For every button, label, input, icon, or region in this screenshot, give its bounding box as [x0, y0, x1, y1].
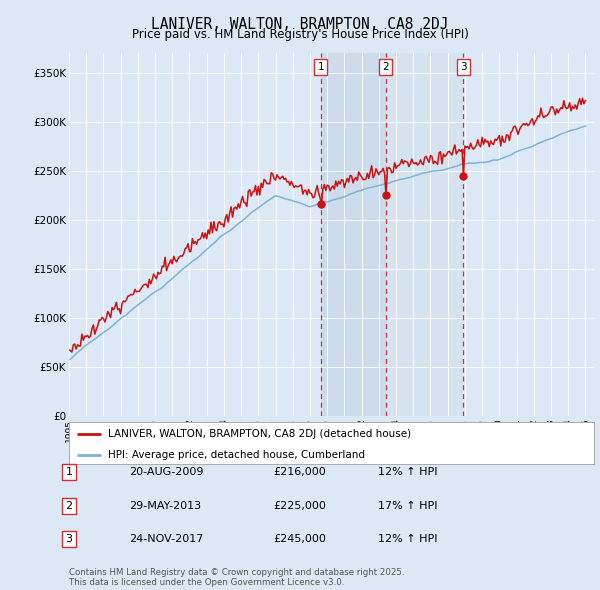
Text: 17% ↑ HPI: 17% ↑ HPI — [378, 501, 437, 510]
Text: HPI: Average price, detached house, Cumberland: HPI: Average price, detached house, Cumb… — [109, 450, 365, 460]
Text: Contains HM Land Registry data © Crown copyright and database right 2025.
This d: Contains HM Land Registry data © Crown c… — [69, 568, 404, 587]
Text: £245,000: £245,000 — [273, 535, 326, 544]
Text: £216,000: £216,000 — [273, 467, 326, 477]
Text: LANIVER, WALTON, BRAMPTON, CA8 2DJ: LANIVER, WALTON, BRAMPTON, CA8 2DJ — [151, 17, 449, 31]
Text: 1: 1 — [317, 62, 324, 72]
Text: 1: 1 — [65, 467, 73, 477]
Text: 20-AUG-2009: 20-AUG-2009 — [129, 467, 203, 477]
Text: £225,000: £225,000 — [273, 501, 326, 510]
Text: 29-MAY-2013: 29-MAY-2013 — [129, 501, 201, 510]
Text: 3: 3 — [460, 62, 466, 72]
Text: Price paid vs. HM Land Registry's House Price Index (HPI): Price paid vs. HM Land Registry's House … — [131, 28, 469, 41]
Text: 12% ↑ HPI: 12% ↑ HPI — [378, 467, 437, 477]
Text: 24-NOV-2017: 24-NOV-2017 — [129, 535, 203, 544]
Text: 2: 2 — [65, 501, 73, 510]
Text: LANIVER, WALTON, BRAMPTON, CA8 2DJ (detached house): LANIVER, WALTON, BRAMPTON, CA8 2DJ (deta… — [109, 429, 412, 439]
Bar — [386, 53, 463, 416]
Bar — [321, 53, 386, 416]
Text: 12% ↑ HPI: 12% ↑ HPI — [378, 535, 437, 544]
Text: 3: 3 — [65, 535, 73, 544]
Text: 2: 2 — [383, 62, 389, 72]
